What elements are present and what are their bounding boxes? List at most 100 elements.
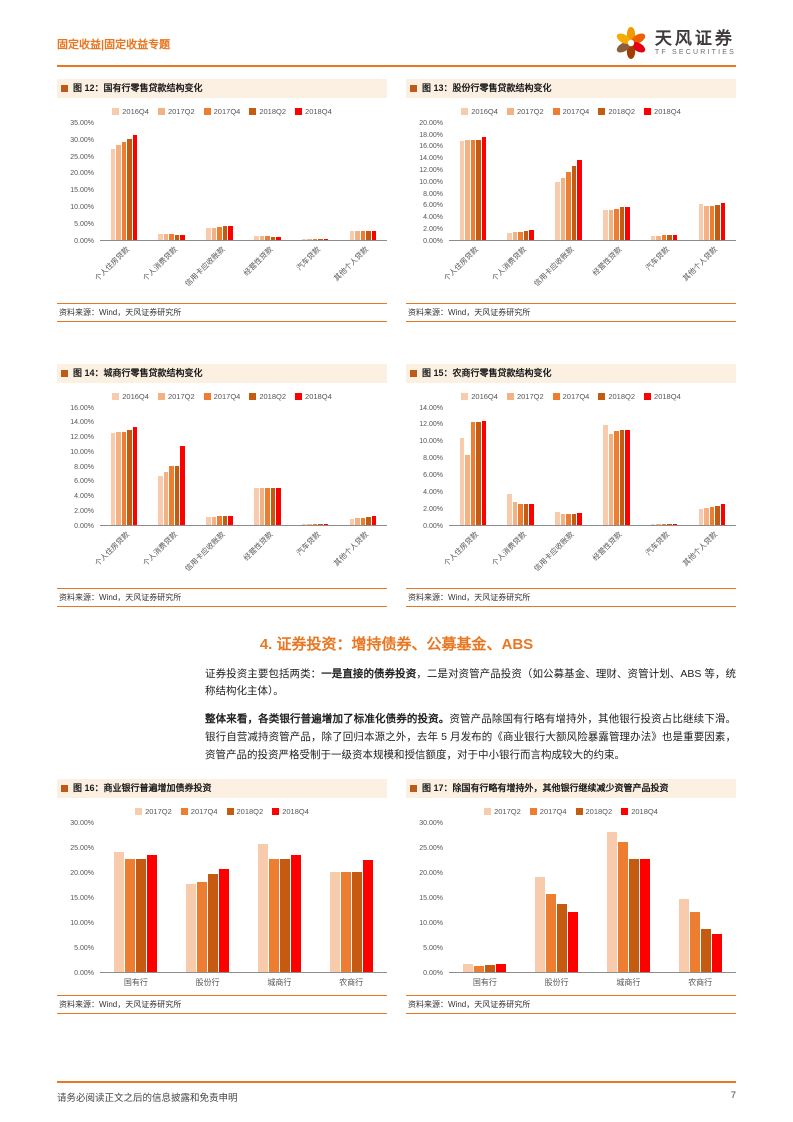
bar (465, 455, 470, 525)
chart-legend: 2016Q4 2017Q2 2017Q4 2018Q2 2018Q4 (57, 107, 387, 116)
legend-label: 2017Q4 (562, 391, 590, 401)
bar (603, 210, 608, 240)
bar (121, 431, 127, 525)
y-axis-label: 12.00% (70, 434, 94, 442)
x-axis-label-text: 个人住房贷款 (441, 244, 480, 283)
x-axis-label: 信用卡应收账款 (532, 526, 593, 581)
legend-item: 2017Q2 (484, 807, 521, 816)
plot: 0.00% 5.00% 10.00% 15.00% 20.00% 25.00% 30.00% (406, 820, 736, 977)
legend-label: 2017Q2 (494, 806, 521, 816)
y-axis-label: 16.00% (419, 143, 443, 151)
bar (518, 504, 523, 525)
bar (116, 145, 121, 240)
x-axis-label: 信用卡应收账款 (183, 526, 244, 581)
legend-label: 2018Q2 (259, 106, 287, 116)
figure-16-title: 图 16：商业银行普遍增加债券投资 (57, 778, 387, 798)
x-axis-label-text: 个人住房贷款 (92, 529, 131, 568)
bar (163, 234, 169, 240)
y-axis-label: 25.00% (419, 844, 443, 852)
paragraph: 整体来看，各类银行普遍增加了标准化债券的投资。资管产品除国有行略有增持外，其他银… (205, 711, 736, 765)
bar (180, 235, 185, 240)
chart-legend: 2016Q4 2017Q2 2017Q4 2018Q2 2018Q4 (406, 392, 736, 401)
bar (355, 517, 360, 525)
x-axis-label-text: 汽车贷款 (294, 529, 323, 557)
bar (577, 512, 582, 525)
legend-label: 2016Q4 (471, 106, 498, 116)
legend-swatch (249, 107, 257, 115)
y-axis-label: 16.00% (70, 404, 94, 412)
bar (650, 235, 656, 240)
legend-item: 2018Q4 (295, 107, 332, 116)
figure-12-title-text: 图 12：国有行零售贷款结构变化 (73, 83, 203, 93)
y-axis-label: 4.00% (423, 214, 443, 222)
bar (476, 139, 481, 240)
bar (158, 234, 163, 240)
bar (349, 231, 355, 240)
plot: 0.00% 5.00% 10.00% 15.00% 20.00% 25.00% 30.00%… (57, 120, 387, 245)
bar (689, 911, 700, 972)
bar-group (592, 122, 640, 240)
legend-swatch (180, 807, 188, 815)
page-number: 7 (730, 1090, 736, 1101)
y-axis-label: 2.00% (423, 505, 443, 513)
bar (208, 874, 219, 972)
bar (114, 851, 125, 972)
bar (715, 205, 720, 240)
bar (709, 506, 715, 525)
y-axis-label: 20.00% (70, 170, 94, 178)
x-axis-label: 汽车贷款 (640, 241, 688, 296)
bar (265, 487, 270, 525)
bar (371, 515, 377, 525)
y-axis-label: 14.00% (70, 419, 94, 427)
y-axis-label: 0.00% (74, 969, 94, 977)
legend-item: 2017Q4 (203, 107, 240, 116)
bar (555, 511, 560, 525)
legend-swatch (644, 392, 652, 400)
bar (614, 209, 619, 240)
figure-15-source: 资料来源：Wind，天风证券研究所 (406, 587, 736, 607)
bar-group (196, 122, 244, 240)
disclaimer-text: 请务必阅读正文之后的信息披露和免责申明 (57, 1093, 238, 1104)
x-axis-label: 其他个人贷款 (681, 241, 736, 296)
bar (268, 859, 279, 972)
legend-swatch (272, 807, 280, 815)
bar (523, 504, 529, 525)
bar-group (449, 122, 497, 240)
y-axis-label: 5.00% (74, 220, 94, 228)
y-axis-label: 5.00% (74, 944, 94, 952)
figure-title-marker-icon (410, 784, 417, 792)
bar (704, 205, 709, 240)
header-divider (57, 65, 736, 67)
legend-label: 2018Q2 (585, 806, 613, 816)
x-axis-label: 个人住房贷款 (93, 241, 148, 296)
bar (507, 494, 512, 525)
bar (169, 466, 174, 525)
bar (481, 136, 487, 240)
bar-group (449, 822, 521, 972)
figure-15-title: 图 15：农商行零售贷款结构变化 (406, 363, 736, 383)
bar (557, 904, 568, 972)
brand-subtitle: TF SECURITIES (654, 48, 736, 56)
x-axis-label: 个人住房贷款 (442, 526, 497, 581)
x-axis-label: 股份行 (195, 977, 220, 987)
bar (639, 859, 650, 972)
bar (698, 204, 704, 240)
legend-swatch (295, 392, 303, 400)
bar (566, 513, 571, 525)
y-axis-label: 8.00% (423, 190, 443, 198)
bar (279, 859, 290, 972)
bar (163, 472, 169, 525)
bar (496, 964, 507, 972)
bar (125, 859, 136, 972)
section-heading: 4. 证券投资：增持债券、公募基金、ABS (259, 635, 534, 653)
bar-group (100, 122, 148, 240)
legend-swatch (552, 392, 560, 400)
legend-label: 2016Q4 (122, 391, 149, 401)
bar-group (172, 822, 244, 972)
bar (180, 445, 185, 525)
bar-group (521, 822, 593, 972)
report-category: 固定收益|固定收益专题 (57, 39, 171, 51)
bar (340, 871, 351, 972)
bar (529, 503, 534, 525)
